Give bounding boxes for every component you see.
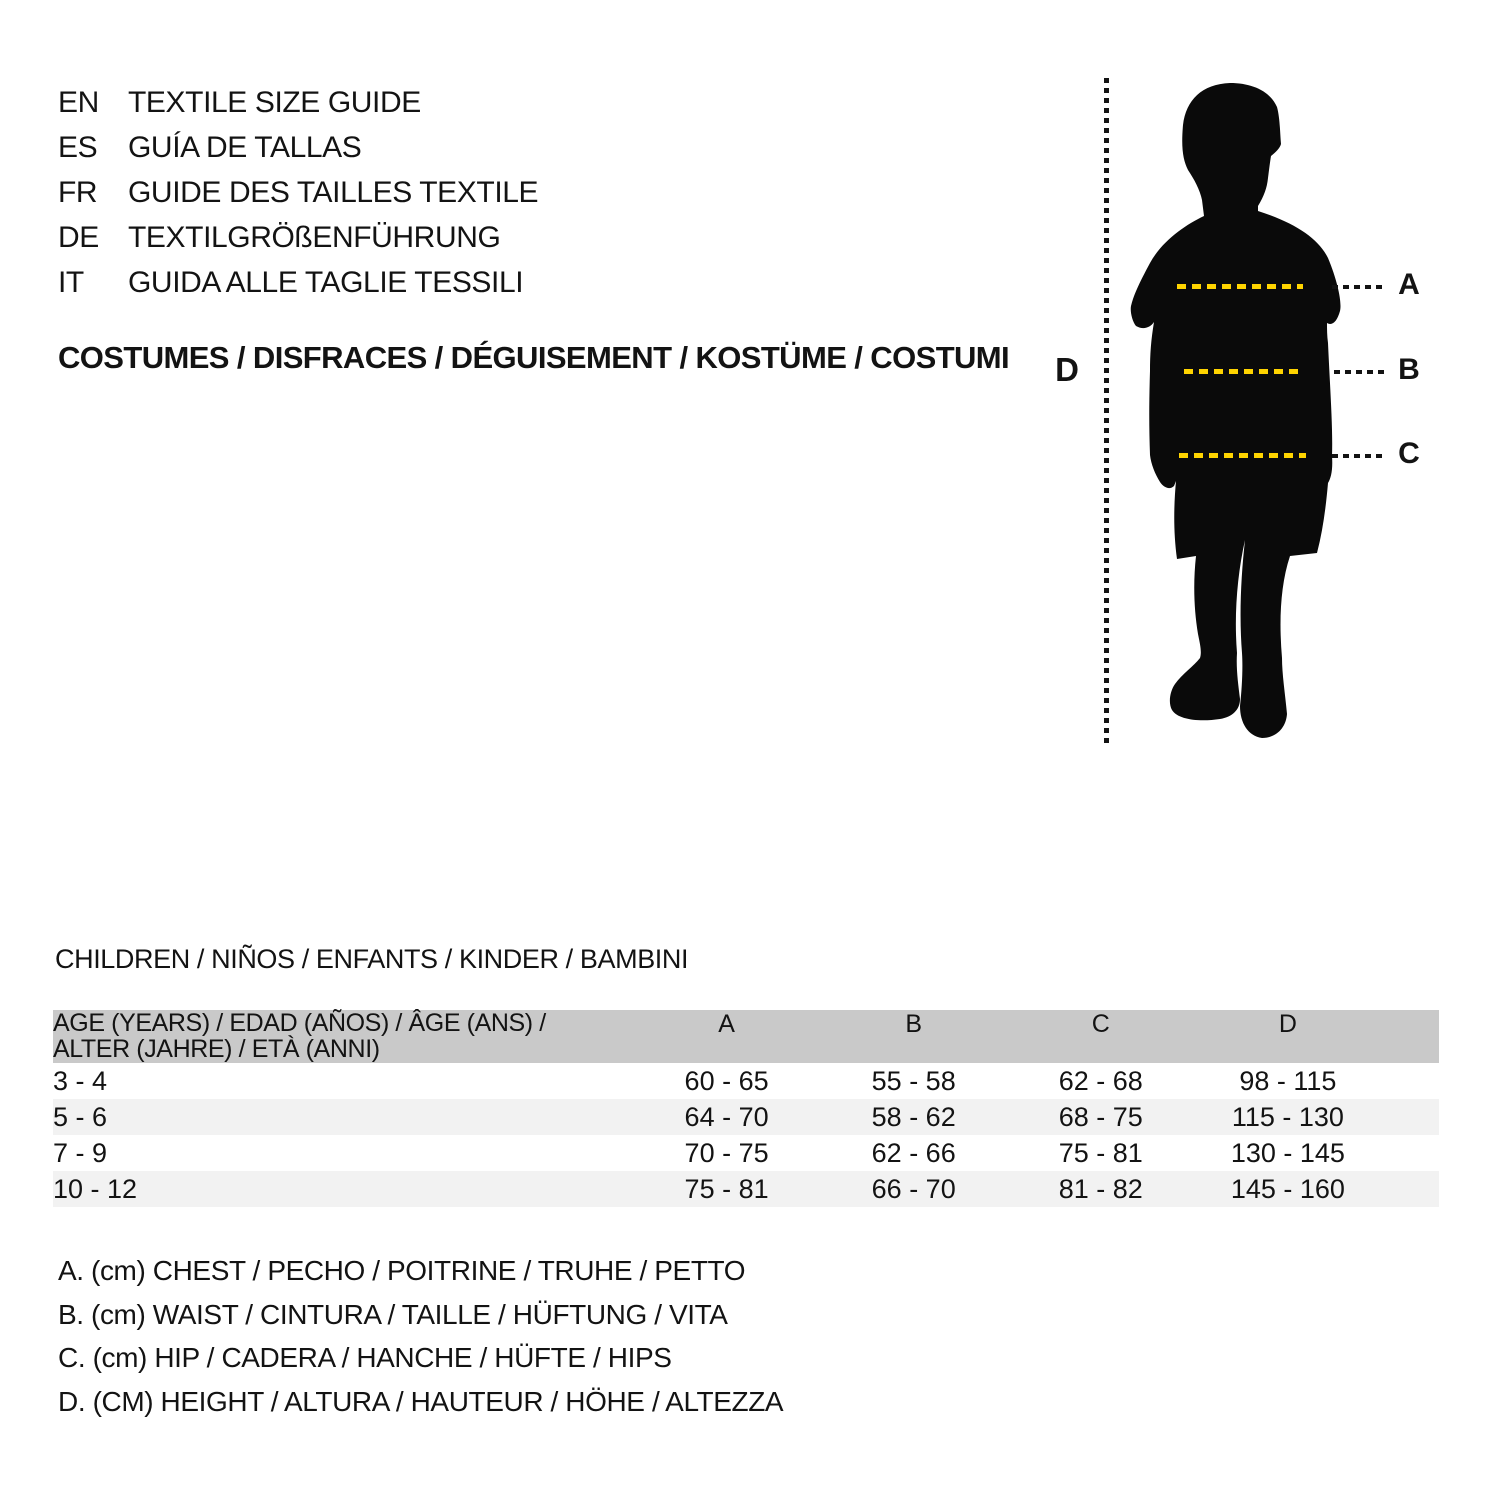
children-size-table: AGE (YEARS) / EDAD (AÑOS) / ÂGE (ANS) / …: [53, 1010, 1439, 1207]
legend-waist: B. (cm) WAIST / CINTURA / TAILLE / HÜFTU…: [58, 1298, 728, 1330]
hip-cell: 81 - 82: [1007, 1171, 1195, 1207]
age-cell: 3 - 4: [53, 1065, 108, 1096]
table-section-title: CHILDREN / NIÑOS / ENFANTS / KINDER / BA…: [55, 944, 689, 974]
hip-cell: 68 - 75: [1007, 1099, 1195, 1135]
height-cell: 98 - 115: [1239, 1065, 1337, 1096]
language-row: IT GUIDA ALLE TAGLIE TESSILI: [58, 260, 538, 305]
table-header-row: AGE (YEARS) / EDAD (AÑOS) / ÂGE (ANS) / …: [53, 1010, 1439, 1063]
height-cell: 145 - 160: [1194, 1171, 1382, 1207]
language-row: EN TEXTILE SIZE GUIDE: [58, 80, 538, 125]
chest-cell: 64 - 70: [633, 1099, 821, 1135]
language-guide-title: GUIDE DES TAILLES TEXTILE: [128, 175, 539, 209]
child-silhouette-icon: [1130, 83, 1341, 738]
header-spacer: [1381, 1010, 1439, 1063]
column-header-d: D: [1194, 1010, 1382, 1063]
legend-hip: C. (cm) HIP / CADERA / HANCHE / HÜFTE / …: [58, 1342, 672, 1373]
column-header-a: A: [633, 1010, 821, 1063]
measurement-legend: A. (cm) CHEST / PECHO / POITRINE / TRUHE…: [58, 1249, 784, 1423]
language-row: FR GUIDE DES TAILLES TEXTILE: [58, 170, 539, 215]
waist-dashed-line: [1184, 369, 1303, 374]
chest-cell: 70 - 75: [684, 1137, 769, 1168]
chest-cell: 60 - 65: [684, 1065, 769, 1096]
hip-cell: 75 - 81: [1058, 1137, 1143, 1168]
legend-chest: A. (cm) CHEST / PECHO / POITRINE / TRUHE…: [58, 1255, 746, 1286]
legend-height: D. (CM) HEIGHT / ALTURA / HAUTEUR / HÖHE…: [58, 1385, 784, 1417]
row-spacer: [1381, 1099, 1439, 1135]
age-cell: 7 - 9: [53, 1137, 108, 1168]
chest-dashed-line: [1177, 284, 1303, 289]
language-row: DE TEXTILGRÖßENFÜHRUNG: [58, 215, 538, 260]
height-measure-label: D: [1055, 351, 1079, 388]
height-cell: 130 - 145: [1230, 1137, 1345, 1168]
language-code: DE: [58, 220, 99, 254]
age-column-header: AGE (YEARS) / EDAD (AÑOS) / ÂGE (ANS) / …: [53, 1009, 634, 1063]
chest-dotted-extension: [1332, 285, 1384, 289]
column-header-b: B: [820, 1010, 1008, 1063]
language-guide-title: GUIDA ALLE TAGLIE TESSILI: [128, 265, 524, 299]
column-header-c: C: [1007, 1010, 1195, 1063]
row-spacer: [1381, 1063, 1439, 1099]
row-spacer: [1381, 1135, 1439, 1171]
age-cell: 10 - 12: [53, 1171, 634, 1207]
waist-dotted-extension: [1334, 370, 1384, 374]
language-row: ES GUÍA DE TALLAS: [58, 125, 538, 170]
height-cell: 115 - 130: [1194, 1099, 1382, 1135]
language-code: IT: [58, 265, 84, 299]
language-code: FR: [58, 175, 98, 209]
age-cell: 5 - 6: [53, 1099, 634, 1135]
language-guide-title: TEXTILGRÖßENFÜHRUNG: [128, 220, 501, 254]
height-dotted-line: [1104, 78, 1109, 744]
hip-dotted-extension: [1332, 454, 1384, 458]
chest-measure-label: A: [1398, 268, 1420, 301]
language-guide-title: TEXTILE SIZE GUIDE: [128, 85, 421, 119]
waist-cell: 55 - 58: [871, 1065, 956, 1096]
table-row: 5 - 6 64 - 70 58 - 62 68 - 75 115 - 130: [53, 1099, 1439, 1135]
language-code: ES: [58, 130, 98, 164]
table-row: 3 - 4 60 - 65 55 - 58 62 - 68 98 - 115: [53, 1063, 1439, 1099]
language-guide-title: GUÍA DE TALLAS: [128, 130, 362, 164]
hip-cell: 62 - 68: [1058, 1065, 1143, 1096]
waist-cell: 66 - 70: [820, 1171, 1008, 1207]
table-row: 7 - 9 70 - 75 62 - 66 75 - 81 130 - 145: [53, 1135, 1439, 1171]
age-header-line1: AGE (YEARS) / EDAD (AÑOS) / ÂGE (ANS) /: [53, 1009, 546, 1037]
chest-cell: 75 - 81: [633, 1171, 821, 1207]
category-title: COSTUMES / DISFRACES / DÉGUISEMENT / KOS…: [58, 340, 1010, 375]
waist-cell: 62 - 66: [871, 1137, 956, 1168]
waist-cell: 58 - 62: [820, 1099, 1008, 1135]
age-header-line2: ALTER (JAHRE) / ETÀ (ANNI): [53, 1035, 380, 1063]
language-code: EN: [58, 85, 99, 119]
waist-measure-label: B: [1398, 353, 1420, 386]
row-spacer: [1381, 1171, 1439, 1207]
hip-measure-label: C: [1398, 437, 1420, 470]
language-title-list: EN TEXTILE SIZE GUIDE ES GUÍA DE TALLAS …: [58, 80, 539, 305]
hip-dashed-line: [1179, 453, 1306, 458]
table-row: 10 - 12 75 - 81 66 - 70 81 - 82 145 - 16…: [53, 1171, 1439, 1207]
